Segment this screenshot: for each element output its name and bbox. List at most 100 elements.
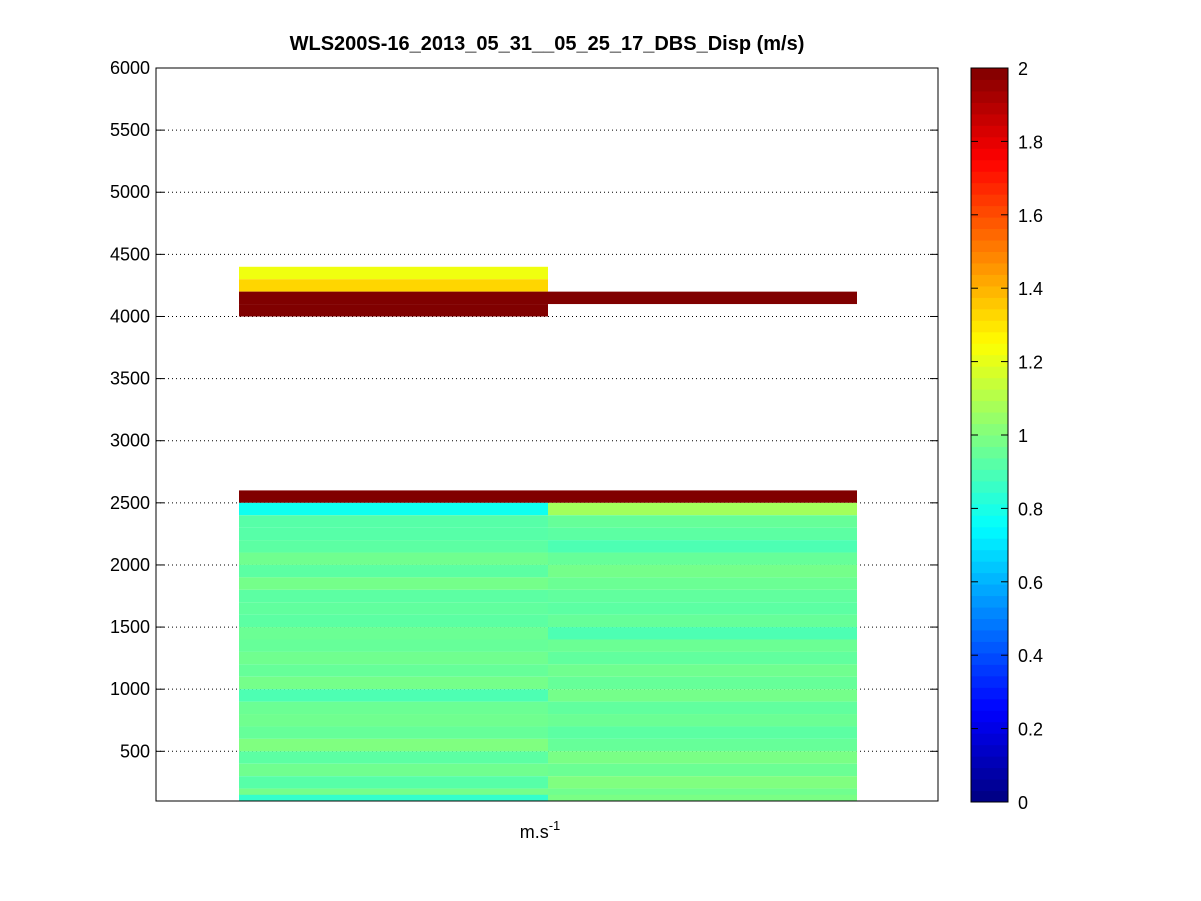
heatmap-cell xyxy=(239,291,548,305)
heatmap-cell xyxy=(548,627,857,640)
colorbar-band xyxy=(971,435,1008,447)
colorbar-band xyxy=(971,320,1008,333)
heatmap-cell xyxy=(548,515,857,528)
colorbar-band xyxy=(971,113,1008,126)
colorbar-band xyxy=(971,389,1008,402)
heatmap-cell xyxy=(239,776,548,789)
heatmap-cell xyxy=(239,515,548,528)
heatmap-cell xyxy=(548,651,857,665)
colorbar-tick-label: 1 xyxy=(1018,426,1028,446)
colorbar-band xyxy=(971,549,1008,562)
colorbar-band xyxy=(971,262,1008,275)
colorbar-band xyxy=(971,607,1008,619)
colorbar-band xyxy=(971,331,1008,344)
colorbar-band xyxy=(971,228,1008,241)
colorbar-tick-label: 0.2 xyxy=(1018,720,1043,740)
heatmap-cell xyxy=(548,540,857,553)
colorbar-band xyxy=(971,240,1008,252)
colorbar-bands xyxy=(971,68,1008,803)
colorbar-band xyxy=(971,297,1008,310)
heatmap-cell xyxy=(548,552,857,565)
heatmap-cell xyxy=(548,751,857,764)
colorbar-band xyxy=(971,538,1008,551)
colorbar-band xyxy=(971,572,1008,585)
heatmap-cells xyxy=(239,266,857,801)
colorbar-tick-label: 0.6 xyxy=(1018,573,1043,593)
colorbar: 0 0.2 0.4 0.6 0.8 1 1.2 1.4 1.6 1.8 2 xyxy=(970,59,1043,813)
colorbar-band xyxy=(971,217,1008,230)
colorbar-band xyxy=(971,102,1008,115)
plot-area: 500 1000 1500 2000 2500 3000 3500 4000 4500 5000 5… xyxy=(110,58,939,802)
heatmap-cell xyxy=(239,676,548,690)
colorbar-band xyxy=(971,205,1008,218)
heatmap-cell xyxy=(548,689,857,702)
heatmap-cell xyxy=(239,502,548,516)
heatmap-cell xyxy=(239,527,548,541)
heatmap-cell xyxy=(548,527,857,541)
y-tick-label: 5500 xyxy=(110,120,150,140)
colorbar-band xyxy=(971,618,1008,631)
heatmap-cell xyxy=(239,627,548,640)
colorbar-band xyxy=(971,584,1008,597)
y-axis: 500 1000 1500 2000 2500 3000 3500 4000 4500 5000 5… xyxy=(110,58,938,761)
heatmap-cell xyxy=(239,304,548,317)
colorbar-band xyxy=(971,148,1008,161)
colorbar-band xyxy=(971,446,1008,459)
colorbar-tick-label: 1.4 xyxy=(1018,279,1043,299)
colorbar-band xyxy=(971,79,1008,92)
colorbar-band xyxy=(971,687,1008,700)
heatmap-cell xyxy=(548,676,857,690)
colorbar-band xyxy=(971,721,1008,734)
heatmap-cell xyxy=(239,763,548,777)
colorbar-band xyxy=(971,412,1008,425)
heatmap-cell xyxy=(548,589,857,603)
colorbar-band xyxy=(971,343,1008,356)
heatmap-cell xyxy=(548,738,857,752)
y-tick-label: 5000 xyxy=(110,182,150,202)
y-tick-label: 2000 xyxy=(110,555,150,575)
heatmap-cell xyxy=(548,714,857,727)
heatmap-cell xyxy=(239,751,548,764)
colorbar-band xyxy=(971,159,1008,172)
y-tick-label: 1000 xyxy=(110,679,150,699)
colorbar-band xyxy=(971,480,1008,493)
colorbar-band xyxy=(971,251,1008,264)
colorbar-band xyxy=(971,710,1008,723)
x-axis-label: m.s-1 xyxy=(520,818,561,842)
heatmap-cell xyxy=(548,502,857,516)
heatmap-cell xyxy=(548,577,857,590)
heatmap-cell xyxy=(548,490,857,503)
heatmap-cell xyxy=(548,763,857,777)
heatmap-cell xyxy=(239,726,548,739)
colorbar-band xyxy=(971,561,1008,574)
colorbar-tick-label: 0 xyxy=(1018,793,1028,813)
colorbar-band xyxy=(971,595,1008,608)
heatmap-cell xyxy=(239,552,548,565)
y-tick-label: 4000 xyxy=(110,306,150,326)
colorbar-band xyxy=(971,790,1008,803)
colorbar-tick-label: 2 xyxy=(1018,59,1028,79)
heatmap-cell xyxy=(548,701,857,715)
heatmap-cell xyxy=(548,794,857,801)
y-tick-label: 6000 xyxy=(110,58,150,78)
chart-title: WLS200S-16_2013_05_31__05_25_17_DBS_Disp… xyxy=(290,33,805,55)
colorbar-band xyxy=(971,194,1008,207)
y-tick-label: 2500 xyxy=(110,493,150,513)
colorbar-band xyxy=(971,366,1008,379)
heatmap-cell xyxy=(239,664,548,677)
colorbar-band xyxy=(971,90,1008,103)
colorbar-band xyxy=(971,285,1008,298)
colorbar-band xyxy=(971,675,1008,688)
colorbar-band xyxy=(971,698,1008,711)
colorbar-band xyxy=(971,756,1008,769)
colorbar-band xyxy=(971,503,1008,516)
heatmap-cell xyxy=(239,564,548,578)
heatmap-cell xyxy=(548,614,857,628)
heatmap-cell xyxy=(239,540,548,553)
colorbar-band xyxy=(971,744,1008,757)
y-tick-label: 1500 xyxy=(110,617,150,637)
colorbar-band xyxy=(971,400,1008,413)
colorbar-band xyxy=(971,308,1008,321)
colorbar-band xyxy=(971,68,1008,80)
